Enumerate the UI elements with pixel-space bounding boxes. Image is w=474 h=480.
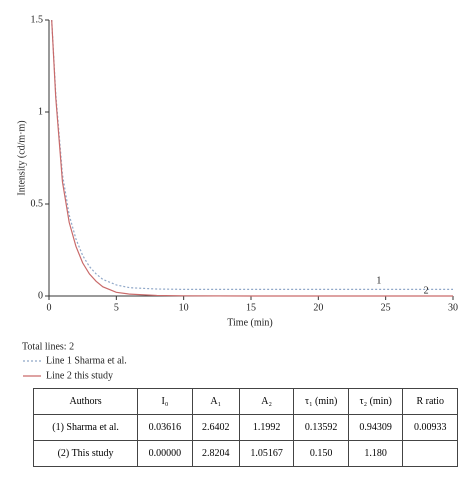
y-tick-label: 1.5 [31, 14, 44, 25]
table-cell: 0.00000 [137, 440, 193, 467]
annotation: 1 [376, 276, 381, 287]
chart: Time (min) Intensity (cd/m·m) Total line… [16, 14, 458, 381]
header-cell: I₀ [137, 388, 193, 415]
series-line [51, 19, 453, 290]
table-cell: 0.00933 [402, 414, 458, 441]
table-cell: 0.03616 [137, 414, 193, 441]
x-axis-label: Time (min) [227, 317, 272, 328]
table-header: Authors I₀ A₁ A₂ τ₁ (min) τ₂ (min) R ratio [32, 388, 458, 415]
parameter-table: Authors I₀ A₁ A₂ τ₁ (min) τ₂ (min) R ratio (1)… [32, 388, 458, 467]
x-tick-label: 5 [114, 302, 119, 313]
table-cell: 2.6402 [191, 414, 240, 441]
y-tick-label: 1 [38, 106, 43, 117]
x-tick-label: 20 [313, 302, 323, 313]
table-row: (2) This study 0.00000 2.8204 1.05167 0.150 1… [32, 440, 458, 467]
y-axis-label: Intensity (cd/m·m) [16, 120, 27, 195]
legend-label: Line 2 this study [46, 370, 113, 381]
x-tick-label: 10 [179, 302, 189, 313]
table-cell: (1) Sharma et al. [32, 414, 139, 441]
header-cell: A₁ [191, 388, 240, 415]
header-cell: Authors [32, 388, 139, 415]
x-tick-label: 25 [381, 302, 391, 313]
table-cell: (2) This study [32, 440, 139, 467]
table-cell: 2.8204 [191, 440, 240, 467]
x-tick-label: 15 [246, 302, 256, 313]
series-line [51, 19, 453, 297]
x-tick-label: 0 [47, 302, 52, 313]
y-tick-label: 0.5 [31, 198, 44, 209]
header-cell: R ratio [402, 388, 458, 415]
table-cell: 1.1992 [238, 414, 295, 441]
header-cell: A₂ [238, 388, 295, 415]
annotation: 2 [424, 286, 429, 297]
table-cell: 0.13592 [293, 414, 349, 441]
x-tick-label: 30 [448, 302, 458, 313]
table-cell: 0.94309 [347, 414, 404, 441]
legend-label: Line 1 Sharma et al. [46, 355, 127, 366]
table-cell: 0.150 [293, 440, 349, 467]
table-row: (1) Sharma et al. 0.03616 2.6402 1.1992 0.13… [32, 414, 458, 441]
y-tick-label: 0 [38, 290, 43, 301]
table-cell: 1.180 [347, 440, 404, 467]
table-cell: 1.05167 [238, 440, 295, 467]
header-cell: τ₁ (min) [293, 388, 349, 415]
table-cell [402, 440, 458, 467]
legend-title: Total lines: 2 [22, 341, 74, 352]
header-cell: τ₂ (min) [347, 388, 404, 415]
